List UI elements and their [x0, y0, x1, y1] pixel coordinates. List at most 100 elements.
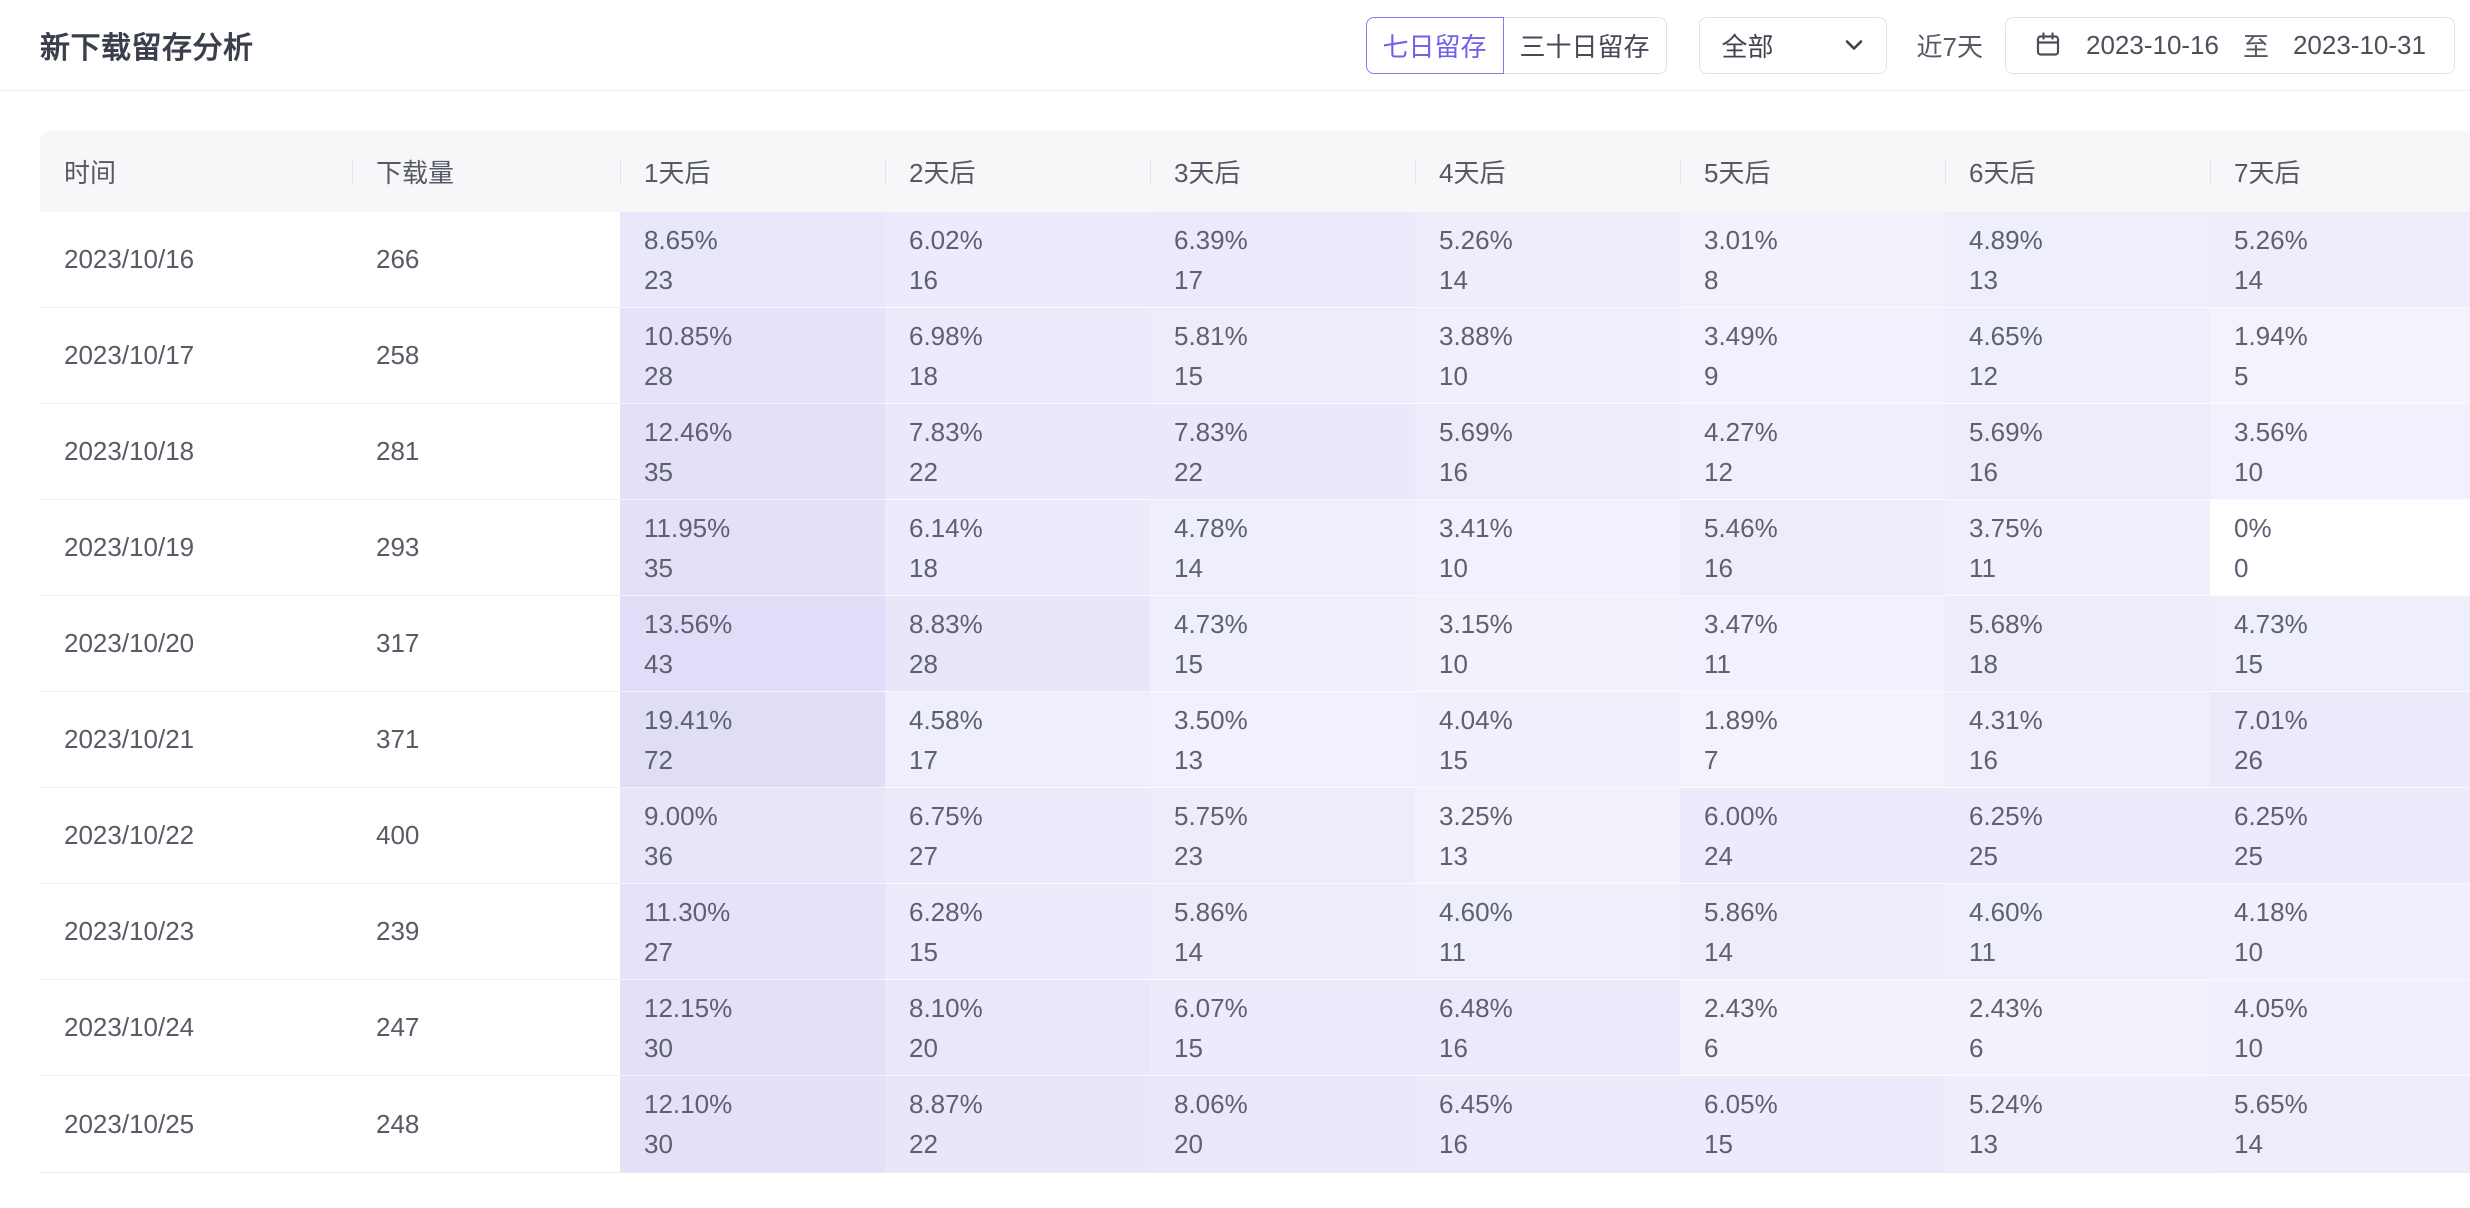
retention-percent: 3.01%: [1704, 224, 1778, 255]
date-range-end[interactable]: 2023-10-31: [2292, 29, 2426, 60]
retention-cell: 1.89% 7: [1680, 692, 1945, 788]
retention-cell: 6.14% 18: [885, 500, 1150, 596]
retention-percent: 6.75%: [909, 800, 983, 831]
retention-cell: 9.00% 36: [620, 788, 885, 884]
retention-percent: 5.86%: [1174, 896, 1248, 927]
retention-percent: 6.05%: [1704, 1089, 1778, 1119]
downloads-cell: 239: [352, 884, 620, 980]
downloads-cell: 258: [352, 308, 620, 404]
tab-thirty-day-retention[interactable]: 三十日留存: [1502, 16, 1667, 74]
retention-percent: 6.45%: [1439, 1089, 1513, 1119]
retention-cell: 4.60% 11: [1945, 884, 2210, 980]
date-range-start[interactable]: 2023-10-16: [2085, 29, 2219, 60]
retention-cell: 6.02% 16: [885, 212, 1150, 308]
retention-cell: 4.60% 11: [1415, 884, 1680, 980]
retention-percent: 6.28%: [909, 896, 983, 927]
retention-cell: 8.83% 28: [885, 596, 1150, 692]
table-row: 2023/10/17 258 10.85% 28 6.98% 18 5.81% 15 3.88%…: [40, 308, 2470, 404]
table-row: 2023/10/25 248 12.10% 30 8.87% 22 8.06% 20 6.45%…: [40, 1076, 2470, 1172]
page-title: 新下载留存分析: [40, 32, 254, 65]
retention-count: 9: [1704, 360, 1719, 391]
retention-count: 0: [2234, 552, 2249, 583]
retention-cell: 5.69% 16: [1415, 404, 1680, 500]
retention-cell: 5.69% 16: [1945, 404, 2210, 500]
topbar: 新下载留存分析 七日留存 三十日留存 全部 近7天: [0, 0, 2470, 91]
retention-percent: 11.30%: [644, 896, 731, 927]
retention-count: 6: [1704, 1032, 1719, 1063]
retention-count: 8: [1704, 264, 1719, 295]
retention-cell: 11.95% 35: [620, 500, 885, 596]
retention-cell: 3.15% 10: [1415, 596, 1680, 692]
table-row: 2023/10/22 400 9.00% 36 6.75% 27 5.75% 23 3.25% 1…: [40, 788, 2470, 884]
retention-cell: 5.81% 15: [1150, 308, 1415, 404]
table-row: 2023/10/18 281 12.46% 35 7.83% 22 7.83% 22 5.69%…: [40, 404, 2470, 500]
downloads-cell: 400: [352, 788, 620, 884]
retention-count: 16: [1439, 456, 1468, 487]
retention-percent: 4.05%: [2234, 992, 2308, 1023]
retention-count: 30: [644, 1129, 673, 1159]
downloads-cell: 317: [352, 596, 620, 692]
retention-count: 12: [1704, 456, 1733, 487]
retention-count: 13: [1969, 264, 1998, 295]
retention-cell: 3.56% 10: [2210, 404, 2470, 500]
retention-count: 10: [1439, 360, 1468, 391]
retention-count: 20: [909, 1032, 938, 1063]
retention-count: 27: [644, 936, 673, 967]
tab-seven-day-retention[interactable]: 七日留存: [1365, 16, 1504, 74]
retention-count: 17: [909, 744, 938, 775]
retention-cell: 6.07% 15: [1150, 980, 1415, 1076]
retention-percent: 3.56%: [2234, 416, 2308, 447]
retention-percent: 7.01%: [2234, 704, 2308, 735]
table-row: 2023/10/23 239 11.30% 27 6.28% 15 5.86% 14 4.60%…: [40, 884, 2470, 980]
retention-cell: 12.10% 30: [620, 1076, 885, 1172]
table-row: 2023/10/19 293 11.95% 35 6.14% 18 4.78% 14 3.41%…: [40, 500, 2470, 596]
retention-cell: 5.65% 14: [2210, 1076, 2470, 1172]
retention-cell: 6.39% 17: [1150, 212, 1415, 308]
date-cell: 2023/10/25: [64, 1108, 195, 1139]
retention-cell: 13.56% 43: [620, 596, 885, 692]
retention-percent: 4.18%: [2234, 896, 2308, 927]
retention-cell: 1.94% 5: [2210, 308, 2470, 404]
retention-cell: 4.78% 14: [1150, 500, 1415, 596]
header-controls: 七日留存 三十日留存 全部 近7天 2023-10-16 至: [1365, 16, 2455, 74]
downloads-cell: 266: [352, 212, 620, 308]
retention-cell: 6.28% 15: [885, 884, 1150, 980]
retention-percent: 4.78%: [1174, 512, 1248, 543]
retention-cell: 2.43% 6: [1945, 980, 2210, 1076]
retention-count: 25: [2234, 840, 2263, 871]
retention-count: 6: [1969, 1032, 1984, 1063]
retention-count: 15: [1704, 1129, 1733, 1159]
retention-cell: 3.75% 11: [1945, 500, 2210, 596]
retention-count: 14: [1174, 552, 1203, 583]
retention-percent: 4.73%: [1174, 608, 1248, 639]
retention-percent: 5.65%: [2234, 1089, 2308, 1119]
retention-percent: 8.10%: [909, 992, 983, 1023]
range-label: 近7天: [1916, 31, 1983, 62]
retention-cell: 4.31% 16: [1945, 692, 2210, 788]
table-row: 2023/10/16 266 8.65% 23 6.02% 16 6.39% 17 5.26% 1…: [40, 212, 2470, 308]
column-header-2: 1天后: [620, 131, 885, 212]
retention-cell: 4.65% 12: [1945, 308, 2210, 404]
retention-cell: 4.73% 15: [2210, 596, 2470, 692]
retention-cell: 4.05% 10: [2210, 980, 2470, 1076]
column-header-1: 下载量: [352, 131, 620, 212]
retention-table: 时间 下载量 1天后 2天后 3天后 4天后 5天后 6天后 7天后 2023/10/16 266…: [40, 131, 2470, 1173]
retention-cell: 4.58% 17: [885, 692, 1150, 788]
retention-percent: 4.27%: [1704, 416, 1778, 447]
retention-percent: 4.89%: [1969, 224, 2043, 255]
date-range-picker[interactable]: 2023-10-16 至 2023-10-31: [2005, 16, 2455, 74]
date-range-separator: 至: [2242, 31, 2269, 62]
retention-cell: 8.65% 23: [620, 212, 885, 308]
retention-percent: 6.00%: [1704, 800, 1778, 831]
retention-cell: 5.86% 14: [1680, 884, 1945, 980]
retention-percent: 3.50%: [1174, 704, 1248, 735]
column-header-7: 6天后: [1945, 131, 2210, 212]
retention-count: 35: [644, 552, 673, 583]
retention-count: 12: [1969, 360, 1998, 391]
table-header: 时间 下载量 1天后 2天后 3天后 4天后 5天后 6天后 7天后: [40, 131, 2470, 212]
filter-select[interactable]: 全部: [1698, 16, 1887, 74]
retention-count: 22: [1174, 456, 1203, 487]
retention-percent: 6.25%: [1969, 800, 2043, 831]
table-row: 2023/10/20 317 13.56% 43 8.83% 28 4.73% 15 3.15%…: [40, 596, 2470, 692]
